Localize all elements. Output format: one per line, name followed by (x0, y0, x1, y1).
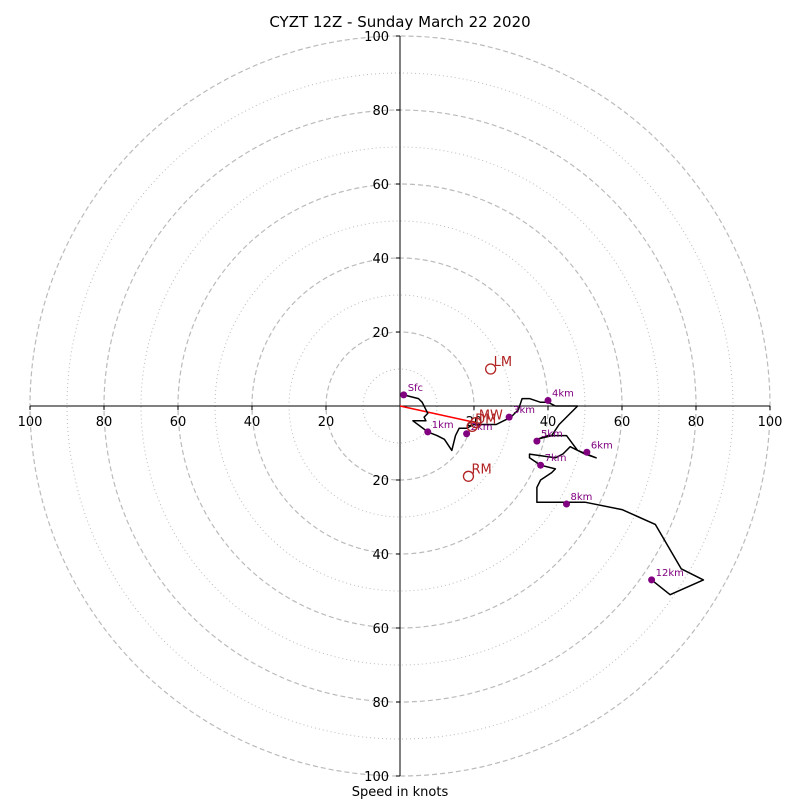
y-tick-label: 60 (372, 178, 389, 193)
chart-title: CYZT 12Z - Sunday March 22 2020 (269, 13, 530, 31)
x-tick-label: 80 (688, 415, 705, 430)
y-tick-label: 40 (372, 252, 389, 267)
height-marker-dot (648, 576, 656, 584)
x-tick-label: 40 (244, 415, 261, 430)
storm-motion-marker (484, 363, 497, 375)
y-tick-label: 80 (372, 104, 389, 119)
height-marker-label: 4km (552, 388, 574, 399)
height-marker-label: 3km (513, 405, 535, 416)
height-marker-dot (505, 413, 513, 421)
storm-motion-label: DM (475, 412, 496, 427)
height-marker-label: 12km (656, 568, 684, 579)
storm-motion-marker (470, 416, 482, 429)
storm-motion-label: RM (471, 462, 491, 477)
x-tick-label: 60 (614, 415, 631, 430)
storm-motion-label: MW (479, 409, 503, 424)
height-marker-dot (463, 430, 471, 438)
y-tick-label: 20 (372, 474, 389, 489)
storm-motion-marker (466, 420, 478, 433)
x-tick-label: 100 (758, 415, 783, 430)
x-tick-label: 20 (318, 415, 335, 430)
y-tick-label: 20 (372, 326, 389, 341)
x-axis-label: Speed in knots (352, 785, 449, 800)
height-marker-dot (563, 500, 570, 508)
shear-vector-line (399, 405, 477, 424)
y-tick-label: 80 (372, 696, 389, 711)
x-tick-label: 80 (96, 415, 113, 430)
hodograph-line (403, 394, 705, 596)
height-marker-label: 6km (591, 440, 613, 451)
tick-labels: 100 80 60 40 20 20 40 60 80 100100806040202040608… (18, 30, 783, 785)
x-tick-label: 40 (540, 415, 557, 430)
height-marker-dot (583, 448, 591, 456)
height-marker-dot (424, 428, 432, 436)
storm-motion-label: LM (494, 355, 512, 370)
y-tick-label: 40 (372, 548, 389, 563)
y-tick-label: 60 (372, 622, 389, 637)
height-marker-label: 1km (432, 420, 454, 431)
height-marker-label: Sfc (408, 383, 423, 394)
height-marker-label: 2km (471, 422, 493, 433)
x-tick-label: 100 (18, 415, 43, 430)
height-marker-dot (533, 437, 541, 445)
y-tick-label: 100 (364, 30, 389, 45)
height-marker-label: 7km (545, 453, 567, 464)
height-marker-label: 8km (571, 492, 593, 503)
height-marker-label: 5km (541, 429, 563, 440)
y-tick-label: 100 (364, 770, 389, 785)
storm-motion-marker (462, 470, 475, 482)
height-marker-dot (400, 391, 408, 399)
height-marker-dot (537, 461, 545, 469)
height-marker-dot (544, 396, 552, 404)
x-tick-label: 60 (170, 415, 187, 430)
